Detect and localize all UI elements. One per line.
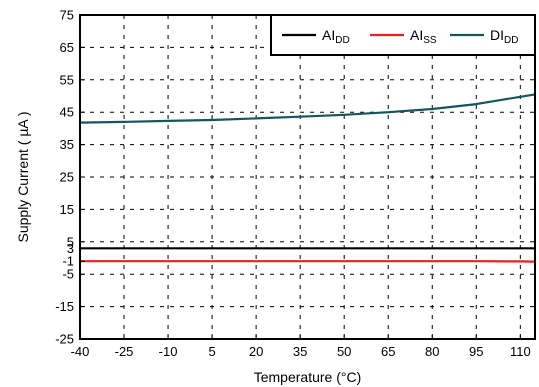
x-tick-label: 35 xyxy=(293,344,307,359)
y-tick-label: -15 xyxy=(55,299,74,314)
y-tick-label: 35 xyxy=(60,137,74,152)
x-tick-label: 50 xyxy=(337,344,351,359)
x-tick-label: -10 xyxy=(159,344,178,359)
x-tick-label: 110 xyxy=(510,344,531,359)
grid-lines xyxy=(80,15,535,339)
y-tick-label: 65 xyxy=(60,40,74,55)
x-tick-label: 5 xyxy=(208,344,215,359)
x-axis-ticks: -40 -25 -10 5 20 35 50 65 80 95 110 xyxy=(71,334,531,359)
x-tick-label: -25 xyxy=(115,344,134,359)
y-tick-label: 75 xyxy=(60,8,74,23)
y-tick-label: 25 xyxy=(60,170,74,185)
legend: AIDD AISS DIDD xyxy=(270,14,536,56)
x-tick-label: 95 xyxy=(469,344,483,359)
y-axis-label: Supply Current ( µA ) xyxy=(15,111,31,242)
y-axis-ticks: 75 65 55 45 35 25 15 5 -5 -15 -25 -13 xyxy=(55,8,85,347)
legend-entry: AISS xyxy=(410,27,437,46)
y-tick-label: 15 xyxy=(60,202,74,217)
x-tick-label: -40 xyxy=(71,344,90,359)
x-tick-label: 65 xyxy=(381,344,395,359)
legend-entry: AIDD xyxy=(322,27,350,46)
series-lines xyxy=(79,93,536,263)
legend-entry: DIDD xyxy=(490,27,518,46)
y-tick-label: 5 xyxy=(67,234,74,249)
plot-frame xyxy=(79,14,536,340)
y-tick-label: 45 xyxy=(60,105,74,120)
x-tick-label: 80 xyxy=(425,344,439,359)
x-axis-label: Temperature (°C) xyxy=(254,369,362,385)
y-tick-label: 3 xyxy=(67,241,74,256)
y-tick-label: -5 xyxy=(62,267,74,282)
series-line-didd xyxy=(79,93,536,124)
y-tick-label: -1 xyxy=(62,254,74,269)
y-tick-label: -25 xyxy=(55,332,74,347)
x-tick-label: 20 xyxy=(249,344,263,359)
y-tick-label: 55 xyxy=(60,72,74,87)
